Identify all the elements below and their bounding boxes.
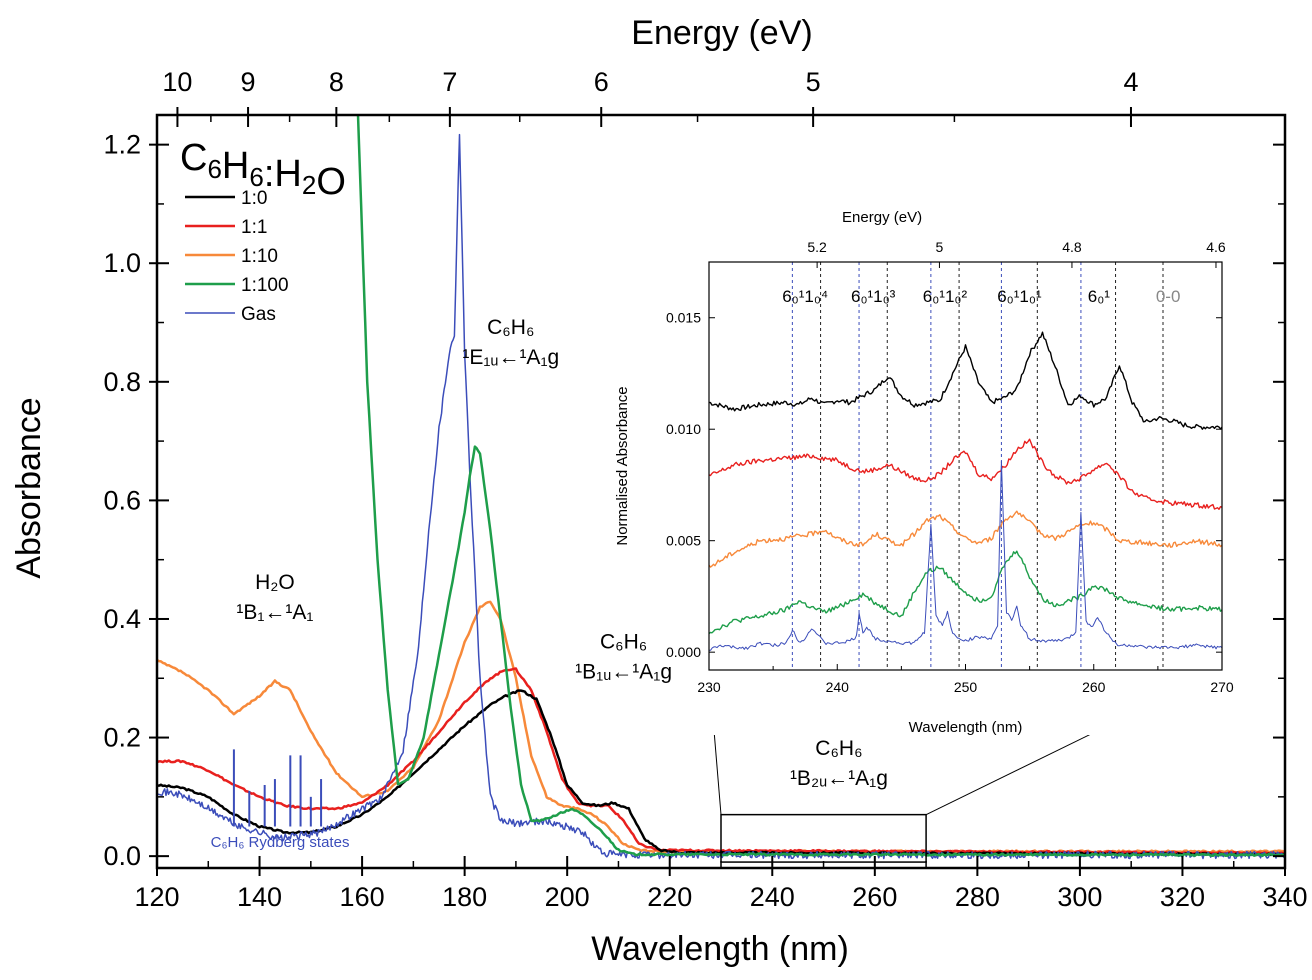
series-line-1-100 [356,115,1285,858]
y-tick-label: 0.6 [103,485,141,515]
inset-x-tick-label: 250 [954,679,978,695]
inset-energy-axis-title: Energy (eV) [842,209,922,226]
inset-chart: 230 240 250 260 270 0.000 0.005 0.010 0.015 5.2 5 4… [614,202,1262,736]
vibronic-label: 6₀¹1₀¹ [997,287,1042,306]
x-axis-title: Wavelength (nm) [591,930,849,968]
annotation-label: H₂O [255,571,295,594]
y-tick-label: 0.4 [103,604,141,634]
legend-label: 1:10 [241,246,278,267]
x-tick-label: 340 [1262,882,1307,912]
inset-energy-tick-label: 5 [936,239,944,255]
legend-label: Gas [241,304,276,325]
y-tick-label: 0.2 [103,723,141,753]
main-series-group [157,115,1285,860]
inset-y-tick-label: 0.000 [666,644,701,660]
legend-label: 1:0 [241,188,267,209]
inset-series-1-100 [709,550,1222,635]
inset-series-group [709,331,1222,651]
annotation-transition: ¹B₁ᵤ←¹A₁g [575,660,672,683]
inset-series-1-0 [709,331,1222,430]
annotation-transition: ¹B₁←¹A₁ [236,601,313,624]
x-tick-label: 200 [545,882,590,912]
inset-series-gas [709,460,1222,651]
x-tick-label: 120 [134,882,179,912]
zoom-box [720,813,927,863]
inset-x-tick-label: 270 [1210,679,1234,695]
inset-series-1-1 [709,438,1222,510]
annotation-transition: ¹E₁ᵤ←¹A₁g [462,346,559,369]
energy-axis-title: Energy (eV) [631,14,812,52]
annotations: H₂O ¹B₁←¹A₁ C₆H₆ ¹E₁ᵤ←¹A₁g C₆H₆ ¹B₁ᵤ←¹A₁g C₆H₆… [211,316,888,851]
legend-label: 1:1 [241,217,267,238]
energy-tick-label: 9 [241,67,256,97]
main-axes: 120 140 160 180 200 220 240 260 280 300 320 3400.00… [103,67,1307,912]
annotation-transition: ¹B₂ᵤ←¹A₁g [790,767,888,790]
x-tick-label: 280 [955,882,1000,912]
x-tick-label: 240 [750,882,795,912]
annotation-label: C₆H₆ [487,316,534,339]
y-tick-label: 0.0 [103,841,141,871]
inset-x-axis-title: Wavelength (nm) [909,719,1023,736]
energy-tick-label: 8 [329,67,344,97]
legend-title: C6H6:H2O [180,137,346,203]
x-tick-label: 180 [442,882,487,912]
inset-x-tick-label: 240 [826,679,850,695]
legend-label: 1:100 [241,275,289,296]
energy-tick-label: 5 [806,67,821,97]
vibronic-label: 0-0 [1156,287,1181,306]
x-tick-label: 260 [852,882,897,912]
x-tick-label: 320 [1160,882,1205,912]
vibronic-label: 6₀¹ [1088,287,1111,306]
inset-energy-tick-label: 5.2 [807,239,827,255]
x-tick-label: 220 [647,882,692,912]
y-tick-label: 0.8 [103,367,141,397]
x-tick-label: 300 [1057,882,1102,912]
annotation-label: C₆H₆ [815,737,862,760]
vibronic-label: 6₀¹1₀³ [851,287,896,306]
y-tick-label: 1.0 [103,248,141,278]
inset-y-tick-label: 0.015 [666,310,701,326]
x-tick-label: 160 [340,882,385,912]
inset-energy-tick-label: 4.6 [1206,239,1226,255]
vibronic-label: 6₀¹1₀² [923,287,968,306]
energy-tick-label: 7 [442,67,457,97]
energy-tick-label: 10 [162,67,192,97]
inset-x-tick-label: 230 [697,679,721,695]
inset-background [679,202,1262,735]
annotation-label: C₆H₆ [600,630,647,653]
inset-y-axis-title: Normalised Absorbance [614,386,631,545]
inset-series-1-10 [709,510,1222,568]
x-tick-label: 140 [237,882,282,912]
inset-y-tick-label: 0.005 [666,533,701,549]
inset-y-tick-label: 0.010 [666,421,701,437]
y-tick-label: 1.2 [103,130,141,160]
energy-tick-label: 6 [594,67,609,97]
energy-tick-label: 4 [1123,67,1138,97]
vibronic-label: 6₀¹1₀⁴ [782,287,828,306]
inset-energy-tick-label: 4.8 [1062,239,1082,255]
annotation-rydberg: C₆H₆ Rydberg states [211,834,350,851]
y-axis-title: Absorbance [10,397,48,578]
inset-x-tick-label: 260 [1082,679,1106,695]
